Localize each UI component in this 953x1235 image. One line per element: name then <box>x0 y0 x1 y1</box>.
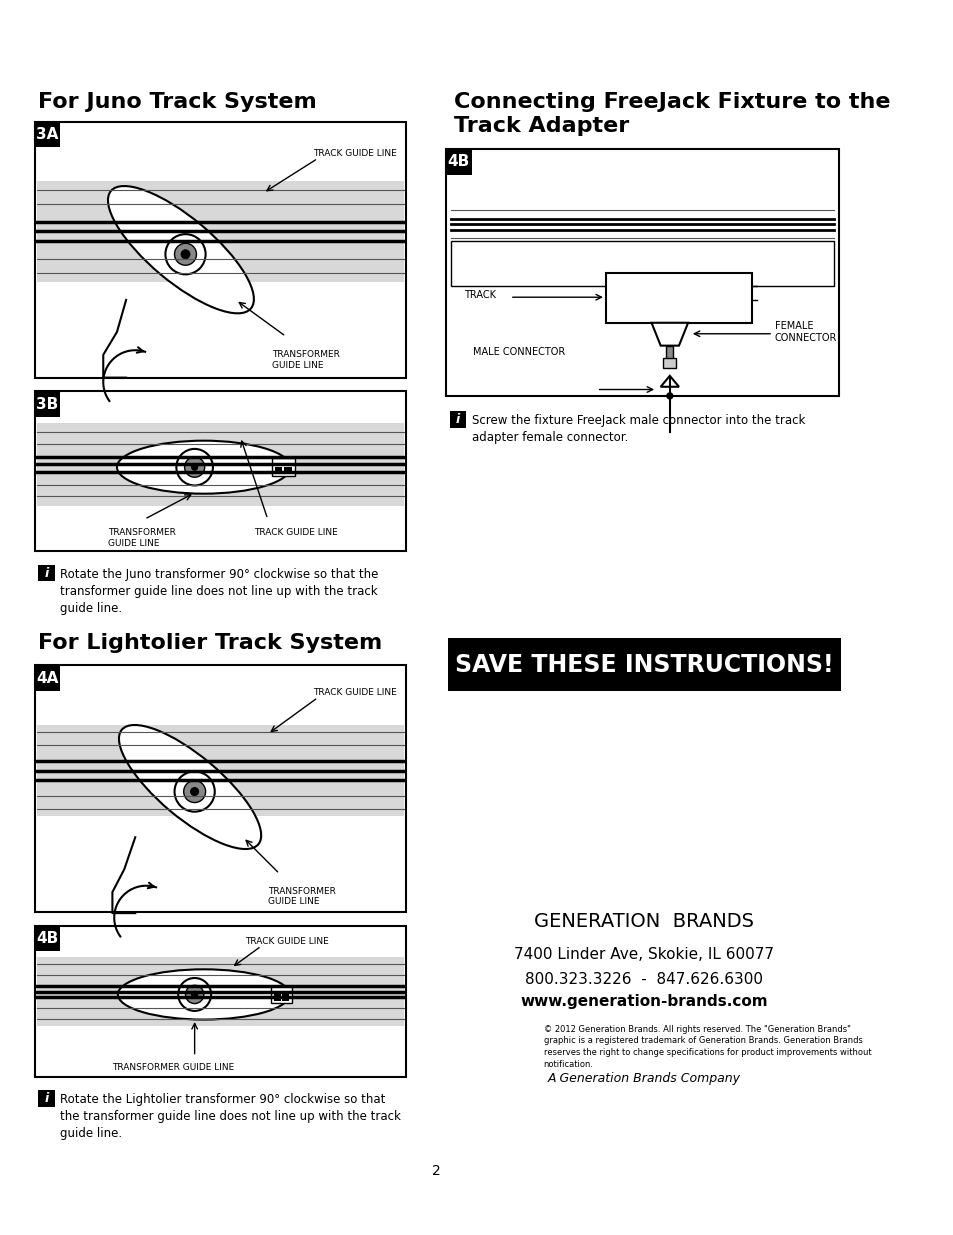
Circle shape <box>176 448 213 485</box>
Text: TRANSFORMER
GUIDE LINE: TRANSFORMER GUIDE LINE <box>272 351 340 369</box>
Bar <box>34 926 405 1077</box>
Bar <box>36 725 403 816</box>
Bar <box>38 1091 54 1107</box>
Text: Rotate the Juno transformer 90° clockwise so that the
transformer guide line doe: Rotate the Juno transformer 90° clockwis… <box>60 568 378 615</box>
Text: GENERATION  BRANDS: GENERATION BRANDS <box>534 913 754 931</box>
Text: TRACK GUIDE LINE: TRACK GUIDE LINE <box>253 529 337 537</box>
Circle shape <box>190 787 199 797</box>
Bar <box>445 149 471 175</box>
Bar <box>36 424 403 505</box>
Circle shape <box>181 249 190 259</box>
Bar <box>284 467 292 474</box>
Bar <box>34 926 60 951</box>
Text: TRANSFORMER
GUIDE LINE: TRANSFORMER GUIDE LINE <box>268 887 335 906</box>
Bar <box>274 467 282 474</box>
Bar <box>272 458 294 477</box>
Circle shape <box>184 781 206 803</box>
Bar <box>271 987 292 1003</box>
Bar <box>605 273 751 322</box>
Circle shape <box>165 235 206 274</box>
Text: TRANSFORMER GUIDE LINE: TRANSFORMER GUIDE LINE <box>112 1063 234 1072</box>
Text: 4B: 4B <box>36 931 58 946</box>
Text: TRACK: TRACK <box>464 290 496 300</box>
Text: TRACK GUIDE LINE: TRACK GUIDE LINE <box>245 937 328 946</box>
Bar <box>282 994 289 1000</box>
Text: MALE CONNECTOR: MALE CONNECTOR <box>473 347 565 357</box>
Bar <box>445 149 838 396</box>
Polygon shape <box>660 375 679 387</box>
Bar <box>447 638 840 692</box>
Bar <box>36 182 403 282</box>
Text: Screw the fixture FreeJack male connector into the track
adapter female connecto: Screw the fixture FreeJack male connecto… <box>471 414 804 445</box>
Text: 4B: 4B <box>447 154 470 169</box>
Bar <box>449 411 466 427</box>
Text: © 2012 Generation Brands. All rights reserved. The "Generation Brands"
graphic i: © 2012 Generation Brands. All rights res… <box>543 1025 870 1070</box>
Text: Rotate the Lightolier transformer 90° clockwise so that
the transformer guide li: Rotate the Lightolier transformer 90° cl… <box>60 1093 401 1140</box>
Ellipse shape <box>117 441 291 494</box>
Bar <box>450 241 834 287</box>
Circle shape <box>184 457 205 477</box>
Text: SAVE THESE INSTRUCTIONS!: SAVE THESE INSTRUCTIONS! <box>455 652 833 677</box>
Text: 2: 2 <box>431 1163 439 1177</box>
Text: www.generation-brands.com: www.generation-brands.com <box>520 994 767 1009</box>
Text: 4A: 4A <box>36 671 59 685</box>
Text: 7400 Linder Ave, Skokie, IL 60077: 7400 Linder Ave, Skokie, IL 60077 <box>514 947 774 962</box>
Bar <box>34 666 60 692</box>
Circle shape <box>665 393 673 400</box>
Bar <box>34 122 405 378</box>
Circle shape <box>191 463 198 471</box>
Circle shape <box>174 772 214 811</box>
Bar <box>36 957 403 1026</box>
Bar <box>274 994 280 1000</box>
Text: For Juno Track System: For Juno Track System <box>38 91 316 111</box>
Text: TRACK GUIDE LINE: TRACK GUIDE LINE <box>313 149 396 158</box>
Bar <box>38 564 54 582</box>
Text: i: i <box>45 1092 49 1105</box>
Text: FEMALE
CONNECTOR: FEMALE CONNECTOR <box>774 321 837 342</box>
Bar <box>34 391 405 551</box>
Text: For Lightolier Track System: For Lightolier Track System <box>38 634 382 653</box>
Circle shape <box>185 986 204 1004</box>
Text: TRANSFORMER
GUIDE LINE: TRANSFORMER GUIDE LINE <box>108 529 175 548</box>
Text: 800.323.3226  -  847.626.6300: 800.323.3226 - 847.626.6300 <box>525 972 762 987</box>
Ellipse shape <box>119 725 261 848</box>
Text: 3B: 3B <box>36 396 58 411</box>
Bar <box>34 666 405 913</box>
Text: Connecting FreeJack Fixture to the
Track Adapter: Connecting FreeJack Fixture to the Track… <box>454 91 890 136</box>
Circle shape <box>174 243 196 266</box>
Text: 3A: 3A <box>36 127 59 142</box>
Bar <box>34 391 60 417</box>
Ellipse shape <box>108 186 253 314</box>
Text: i: i <box>45 567 49 579</box>
Polygon shape <box>651 322 687 346</box>
Bar <box>662 357 676 368</box>
Ellipse shape <box>118 969 290 1020</box>
Text: TRACK GUIDE LINE: TRACK GUIDE LINE <box>313 688 396 698</box>
Text: i: i <box>456 414 459 426</box>
Bar <box>665 346 673 359</box>
Text: A Generation Brands Company: A Generation Brands Company <box>547 1072 740 1086</box>
Bar <box>34 122 60 147</box>
Circle shape <box>178 978 211 1011</box>
Circle shape <box>191 990 198 998</box>
